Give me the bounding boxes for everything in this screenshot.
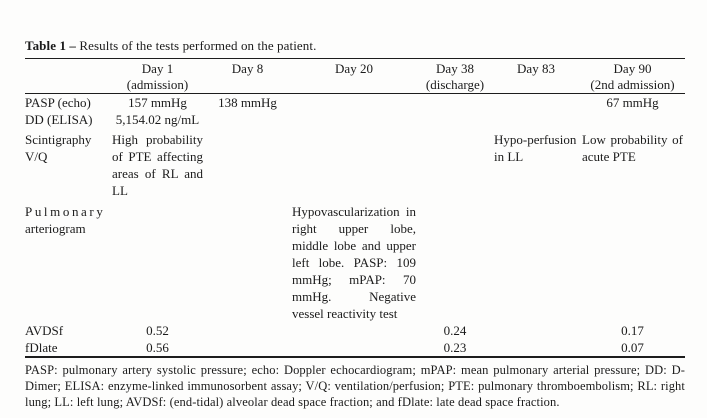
cell-avdsf-day90: 0.17 xyxy=(621,323,644,339)
cell-arteriogram-day20: Hypovascularization in right upper lobe,… xyxy=(292,203,416,322)
cell-dd-day83 xyxy=(492,111,580,128)
column-header-day38-line1: Day 38 xyxy=(436,61,474,76)
row-label-avdsf: AVDSf xyxy=(25,322,110,339)
row-label-line: arteriogram xyxy=(25,220,86,236)
table-footnote: PASP: pulmonary artery systolic pressure… xyxy=(25,363,685,409)
row-label-line: DD (ELISA) xyxy=(25,112,93,128)
cell-fdlate-day90: 0.07 xyxy=(621,340,644,356)
row-label-line: fDlate xyxy=(25,340,58,356)
column-header-day20-line1: Day 20 xyxy=(335,61,373,76)
cell-fdlate-day20 xyxy=(290,339,418,357)
cell-arteriogram-day90 xyxy=(580,200,685,323)
row-label-line: PASP (echo) xyxy=(25,95,91,110)
table-row-avdsf: AVDSf 0.52 0.24 0.17 xyxy=(25,322,685,339)
row-label-line: AVDSf xyxy=(25,323,64,339)
cell-dd-day8 xyxy=(205,111,290,128)
table-row-pasp: PASP (echo) 157 mmHg 138 mmHg 67 mmHg xyxy=(25,94,685,112)
column-header-day90-line2: (2nd admission) xyxy=(590,76,675,92)
cell-pasp-day1: 157 mmHg xyxy=(128,95,187,110)
column-header-day83: Day 83 xyxy=(492,58,580,94)
cell-scintigraphy-day38 xyxy=(418,128,492,199)
column-header-day83-line1: Day 83 xyxy=(517,61,555,76)
cell-scintigraphy-day8 xyxy=(205,128,290,199)
cell-fdlate-day38: 0.23 xyxy=(443,340,467,356)
cell-avdsf-day1: 0.52 xyxy=(146,323,169,339)
cell-fdlate-day1: 0.56 xyxy=(146,340,169,356)
row-label-scintigraphy: Scintigraphy V/Q xyxy=(25,128,110,199)
column-header-day1: Day 1 (admission) xyxy=(110,58,205,94)
column-header-day90: Day 90 (2nd admission) xyxy=(580,58,685,94)
table-title-caption: Results of the tests performed on the pa… xyxy=(79,38,317,53)
table-title-number: Table 1 – xyxy=(25,38,76,53)
table-row-arteriogram: Pulmonary arteriogram Hypovascularizatio… xyxy=(25,200,685,323)
cell-pasp-day90: 67 mmHg xyxy=(606,95,659,110)
column-header-day1-line1: Day 1 xyxy=(141,61,174,76)
cell-pasp-day8: 138 mmHg xyxy=(218,95,277,110)
table-row-scintigraphy: Scintigraphy V/Q High probability of PTE… xyxy=(25,128,685,199)
cell-dd-day20 xyxy=(290,111,418,128)
column-header-day38-line2: (discharge) xyxy=(425,76,485,92)
row-label-line: Scintigraphy xyxy=(25,132,92,148)
row-label-dd: DD (ELISA) xyxy=(25,111,110,128)
cell-pasp-day38 xyxy=(418,94,492,112)
cell-arteriogram-day83 xyxy=(492,200,580,323)
cell-arteriogram-day1 xyxy=(110,200,205,323)
column-header-empty xyxy=(25,58,110,94)
cell-arteriogram-day38 xyxy=(418,200,492,323)
cell-avdsf-day20 xyxy=(290,322,418,339)
cell-dd-day38 xyxy=(418,111,492,128)
table-title: Table 1 – Results of the tests performed… xyxy=(25,38,685,53)
row-label-line: V/Q xyxy=(25,149,48,165)
cell-pasp-day83 xyxy=(492,94,580,112)
column-header-day8: Day 8 xyxy=(205,58,290,94)
cell-avdsf-day38: 0.24 xyxy=(443,323,467,339)
row-label-line: Pulmonary xyxy=(25,203,106,219)
cell-pasp-day20 xyxy=(290,94,418,112)
cell-avdsf-day8 xyxy=(205,322,290,339)
column-header-day20: Day 20 xyxy=(290,58,418,94)
cell-scintigraphy-day83: Hypo-perfusion in LL xyxy=(494,132,577,165)
cell-arteriogram-day8 xyxy=(205,200,290,323)
column-header-day38: Day 38 (discharge) xyxy=(418,58,492,94)
cell-dd-day90 xyxy=(580,111,685,128)
column-header-day90-line1: Day 90 xyxy=(613,61,652,76)
cell-avdsf-day83 xyxy=(492,322,580,339)
row-label-pasp: PASP (echo) xyxy=(25,94,110,112)
cell-fdlate-day83 xyxy=(492,339,580,357)
table-header-row: Day 1 (admission) Day 8 Day 20 Day 38 (d… xyxy=(25,58,685,94)
cell-dd-day1: 5,154.02 ng/mL xyxy=(115,112,200,128)
column-header-day1-line2: (admission) xyxy=(126,76,189,92)
cell-fdlate-day8 xyxy=(205,339,290,357)
row-label-arteriogram: Pulmonary arteriogram xyxy=(25,200,110,323)
table-row-fdlate: fDlate 0.56 0.23 0.07 xyxy=(25,339,685,357)
cell-scintigraphy-day90: Low probability of acute PTE xyxy=(582,132,683,165)
results-table: Day 1 (admission) Day 8 Day 20 Day 38 (d… xyxy=(25,58,685,359)
column-header-day8-line1: Day 8 xyxy=(231,61,264,76)
paper-table-figure: Table 1 – Results of the tests performed… xyxy=(25,38,685,410)
row-label-fdlate: fDlate xyxy=(25,339,110,357)
cell-scintigraphy-day20 xyxy=(290,128,418,199)
cell-scintigraphy-day1: High probability of PTE affecting areas … xyxy=(112,132,203,199)
table-row-dd: DD (ELISA) 5,154.02 ng/mL xyxy=(25,111,685,128)
